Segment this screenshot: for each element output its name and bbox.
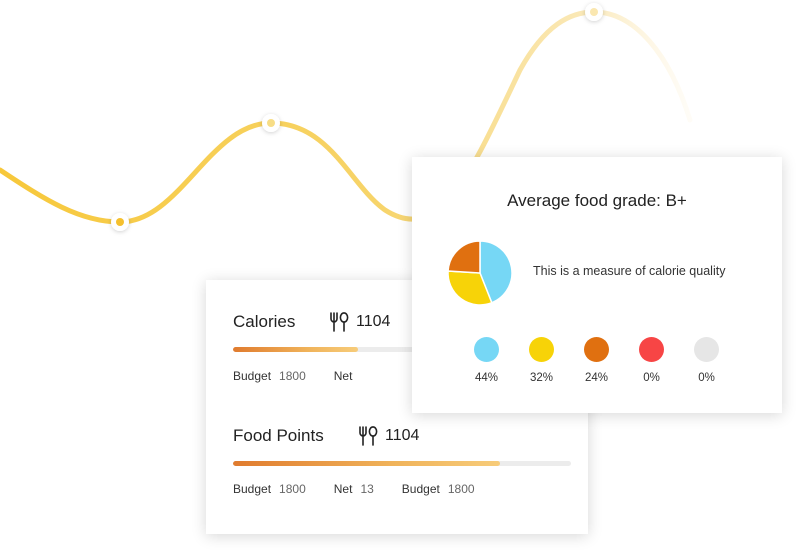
food-grade-title: Average food grade: B+ xyxy=(507,191,687,210)
food-points-title: Food Points xyxy=(233,426,324,445)
food-points-budget2-value: 1800 xyxy=(447,482,475,496)
legend-swatch xyxy=(474,337,499,362)
legend-percent: 32% xyxy=(529,372,554,384)
food-points-budget2-label: Budget xyxy=(401,482,440,496)
calories-progress-fill xyxy=(233,347,359,352)
legend-swatch xyxy=(584,337,609,362)
calories-budget-label: Budget xyxy=(233,369,272,383)
legend-percent: 24% xyxy=(584,372,609,384)
food-points-progress-bar xyxy=(233,461,571,466)
calories-net-label: Net xyxy=(333,369,353,383)
fork-spoon-icon xyxy=(357,425,379,447)
food-points-progress-fill xyxy=(233,461,501,466)
food-grade-card: Average food grade: B+ This is a measure… xyxy=(412,157,782,413)
legend-percent: 0% xyxy=(643,372,660,384)
food-points-meta: Budget 1800 Net 13 Budget 1800 xyxy=(233,482,503,496)
legend-item: 44% xyxy=(459,337,514,384)
food-points-net-label: Net xyxy=(333,482,353,496)
calories-meta: Budget 1800 Net xyxy=(233,369,380,383)
trend-point xyxy=(111,213,129,231)
legend-swatch xyxy=(694,337,719,362)
legend-item: 24% xyxy=(569,337,624,384)
pie-slice xyxy=(447,270,493,306)
food-points-budget-label: Budget xyxy=(233,482,272,496)
trend-point xyxy=(262,114,280,132)
food-grade-legend: 44% 32% 24% 0% 0% xyxy=(459,337,734,384)
legend-percent: 44% xyxy=(474,372,499,384)
food-points-net-value: 13 xyxy=(360,482,374,496)
legend-swatch xyxy=(639,337,664,362)
food-points-budget-value: 1800 xyxy=(279,482,306,496)
food-grade-pie-chart xyxy=(447,240,513,306)
calories-count: 1104 xyxy=(328,311,390,333)
legend-item: 0% xyxy=(624,337,679,384)
pie-slice xyxy=(447,240,481,274)
legend-swatch xyxy=(529,337,554,362)
fork-spoon-icon xyxy=(328,311,350,333)
calories-budget-value: 1800 xyxy=(279,369,306,383)
calories-title: Calories xyxy=(233,312,296,331)
pie-slice xyxy=(479,240,513,304)
food-grade-description: This is a measure of calorie quality xyxy=(533,264,726,278)
calories-progress-bar xyxy=(233,347,571,352)
trend-point xyxy=(585,3,603,21)
legend-item: 32% xyxy=(514,337,569,384)
food-points-count-value: 1104 xyxy=(385,427,420,444)
legend-item: 0% xyxy=(679,337,734,384)
legend-percent: 0% xyxy=(698,372,715,384)
food-points-count: 1104 xyxy=(357,425,419,447)
calories-count-value: 1104 xyxy=(356,313,391,330)
